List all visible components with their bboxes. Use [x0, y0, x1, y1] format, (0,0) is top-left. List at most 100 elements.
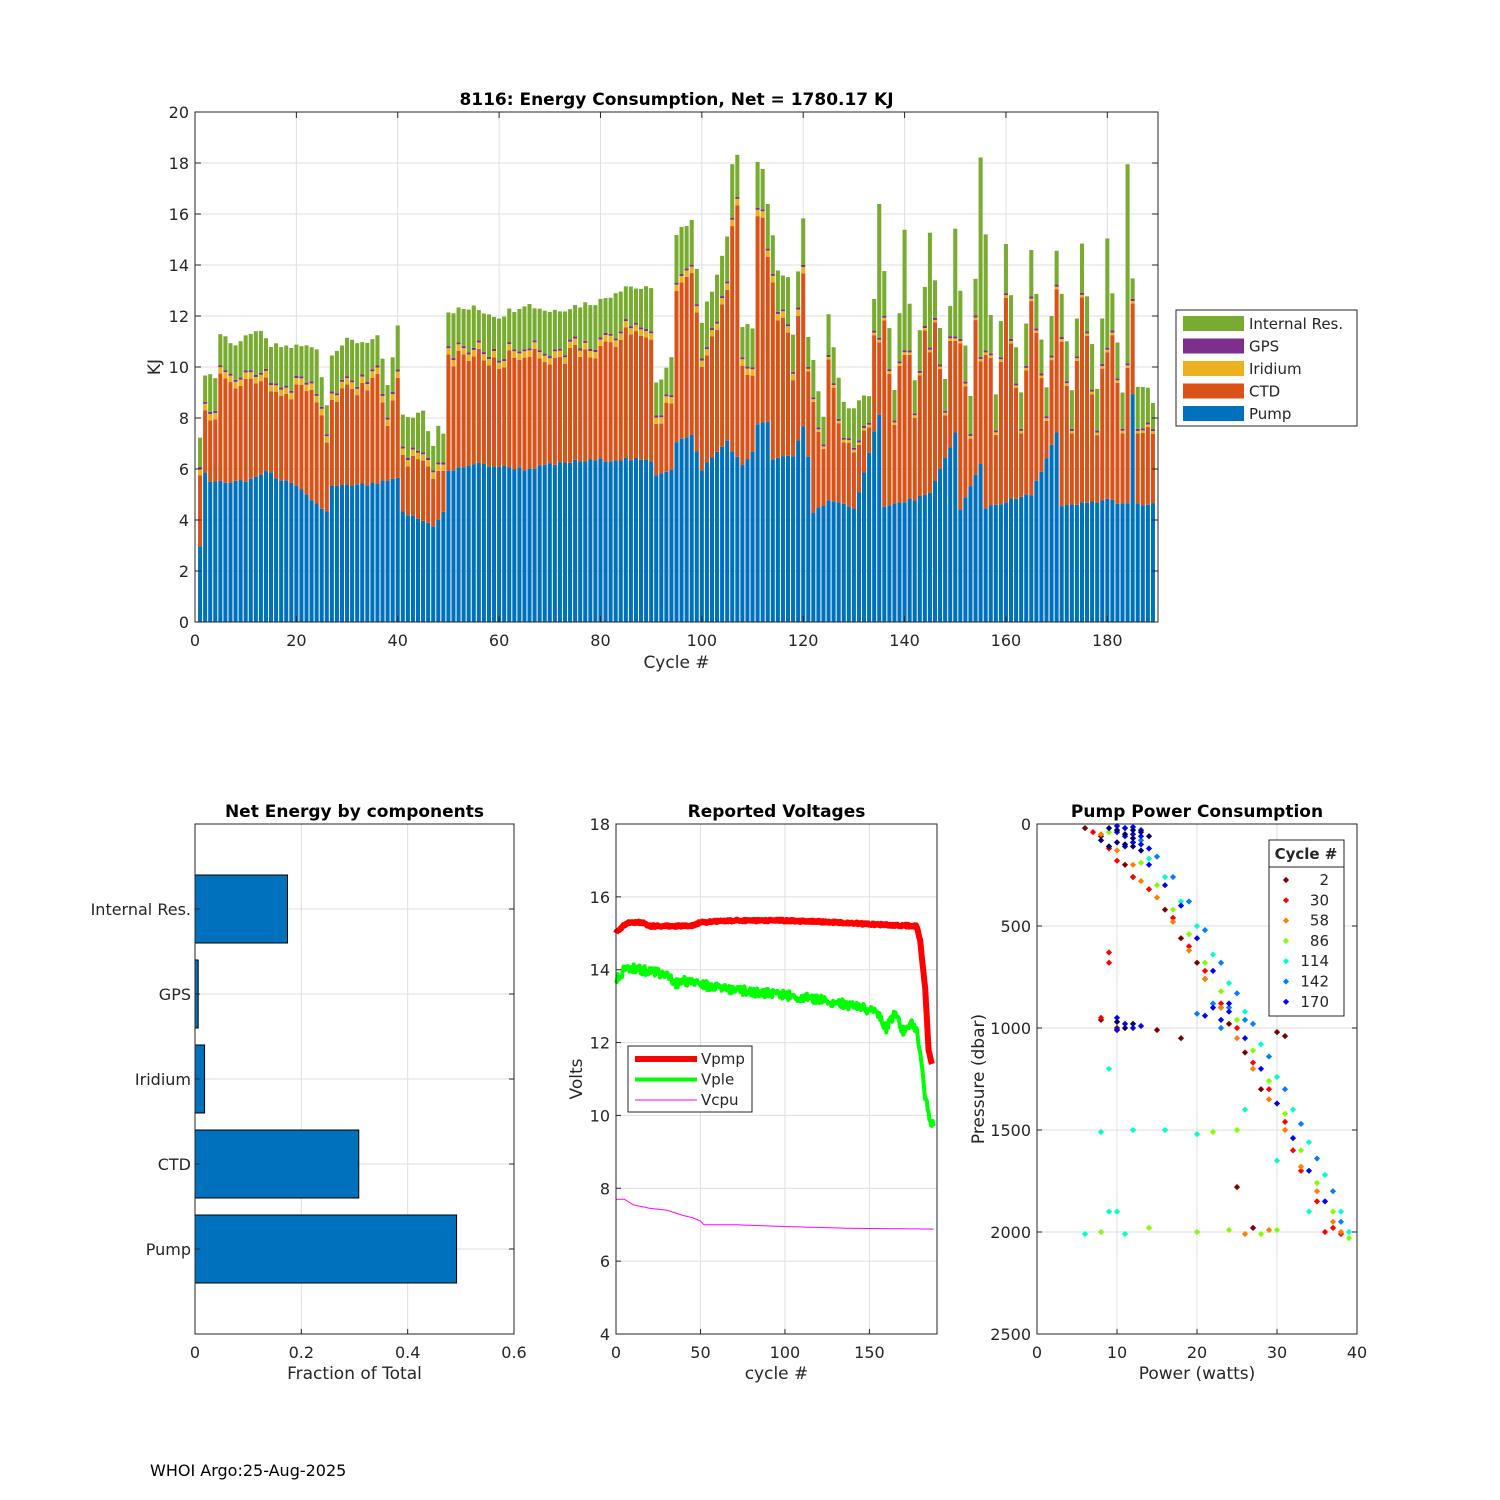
energy-bar-gps [973, 315, 978, 318]
energy-bar-internal-res [968, 395, 973, 435]
energy-bar-gps [770, 273, 775, 276]
energy-bar-pump [902, 502, 907, 622]
energy-bar-pump [274, 478, 279, 622]
scatter-point [1121, 1024, 1129, 1032]
energy-bar-ctd [1115, 382, 1120, 504]
energy-bar-ctd [1074, 360, 1079, 505]
energy-bar-pump [441, 511, 446, 622]
fraction-chart-title: Net Energy by components [225, 802, 484, 822]
energy-bar-iridium [709, 330, 715, 337]
scatter-point [1113, 839, 1121, 846]
energy-bar-iridium [603, 334, 608, 342]
energy-bar-iridium [644, 331, 649, 338]
energy-bar-internal-res [400, 414, 405, 447]
energy-bar-gps [907, 350, 912, 353]
energy-bar-ctd [263, 377, 268, 472]
energy-bar-iridium [613, 340, 618, 347]
energy-bar-ctd [294, 384, 299, 486]
scatter-point [1113, 1018, 1121, 1025]
scatter-point [1313, 1155, 1321, 1162]
scatter-point [1161, 906, 1169, 913]
energy-bar-iridium [704, 349, 709, 356]
energy-bar-ctd [552, 357, 557, 465]
scatter-point [1121, 861, 1129, 868]
category-label: Internal Res. [91, 900, 191, 919]
energy-bar-ctd [750, 375, 755, 452]
energy-bar-gps [355, 386, 360, 389]
energy-bar-internal-res [421, 410, 426, 453]
energy-bar-internal-res [588, 305, 593, 349]
energy-bar-internal-res [1140, 386, 1145, 429]
scatter-point [1193, 1228, 1201, 1236]
energy-bar-internal-res [385, 385, 390, 418]
scatter-point [1265, 1086, 1273, 1093]
energy-bar-pump [329, 486, 334, 622]
energy-bar-internal-res [983, 234, 988, 351]
energy-bar-internal-res [562, 311, 568, 356]
energy-bar-iridium [502, 361, 507, 368]
energy-bar-pump [1003, 502, 1008, 622]
energy-bar-pump [872, 431, 877, 622]
energy-bar-iridium [862, 428, 867, 431]
energy-bar-ctd [1019, 433, 1024, 497]
energy-bar-pump [1069, 504, 1074, 622]
energy-bar-gps [263, 368, 268, 371]
energy-bar-ctd [486, 365, 491, 467]
energy-x-label: Cycle # [643, 653, 709, 673]
energy-bar-pump [1029, 495, 1034, 622]
energy-bar-pump [507, 467, 512, 622]
energy-bar-ctd [978, 361, 983, 464]
pump-y-label: Pressure (dbar) [969, 1014, 989, 1144]
energy-bar-internal-res [547, 311, 552, 357]
energy-bar-internal-res [517, 308, 522, 352]
energy-bar-pump [492, 466, 497, 622]
energy-bar-pump [456, 467, 461, 622]
energy-bar-internal-res [263, 338, 268, 369]
energy-bar-gps [410, 447, 415, 450]
energy-bar-internal-res [821, 416, 826, 445]
energy-bar-gps [785, 324, 791, 327]
energy-bar-internal-res [370, 339, 375, 370]
energy-bar-internal-res [649, 288, 654, 332]
energy-bar-internal-res [1039, 339, 1044, 374]
energy-bar-pump [304, 494, 309, 622]
energy-bar-iridium [674, 284, 679, 292]
energy-bar-pump [932, 481, 938, 622]
energy-bar-ctd [669, 403, 674, 470]
energy-bar-iridium [274, 385, 279, 392]
scatter-point [1193, 935, 1201, 942]
energy-legend: Internal Res. GPS Iridium CTD Pump [1175, 309, 1358, 427]
scatter-point [1121, 824, 1129, 832]
energy-bar-iridium [1059, 339, 1064, 342]
scatter-point [1329, 1188, 1337, 1195]
energy-bar-iridium [892, 422, 897, 426]
scatter-point [1329, 1208, 1337, 1215]
energy-bar-gps [1115, 378, 1120, 381]
energy-bar-ctd [299, 384, 304, 490]
energy-bar-internal-res [1105, 238, 1110, 348]
energy-bar-iridium [339, 381, 345, 389]
energy-bar-iridium [902, 352, 907, 355]
energy-bar-ctd [831, 387, 836, 502]
energy-bar-iridium [355, 388, 360, 396]
energy-bar-pump [421, 520, 426, 622]
scatter-point [1217, 1016, 1225, 1023]
energy-bar-internal-res [608, 297, 613, 334]
energy-bar-pump [613, 460, 618, 622]
energy-bar-gps [998, 357, 1003, 360]
energy-bar-ctd [1110, 335, 1115, 500]
scatter-point [1257, 1230, 1265, 1238]
energy-bar-iridium [233, 381, 238, 389]
scatter-point [1233, 1016, 1241, 1023]
energy-bar-gps [542, 353, 547, 356]
energy-bar-internal-res [1019, 392, 1024, 429]
energy-bar-gps [841, 437, 846, 440]
scatter-point [1313, 1188, 1321, 1195]
energy-bar-iridium [993, 432, 998, 435]
energy-bar-internal-res [299, 346, 304, 377]
energy-bar-gps [963, 381, 968, 384]
energy-bar-gps [329, 391, 334, 394]
energy-bar-ctd [720, 304, 725, 447]
energy-bar-gps [557, 348, 562, 351]
energy-bar-iridium [912, 415, 917, 418]
